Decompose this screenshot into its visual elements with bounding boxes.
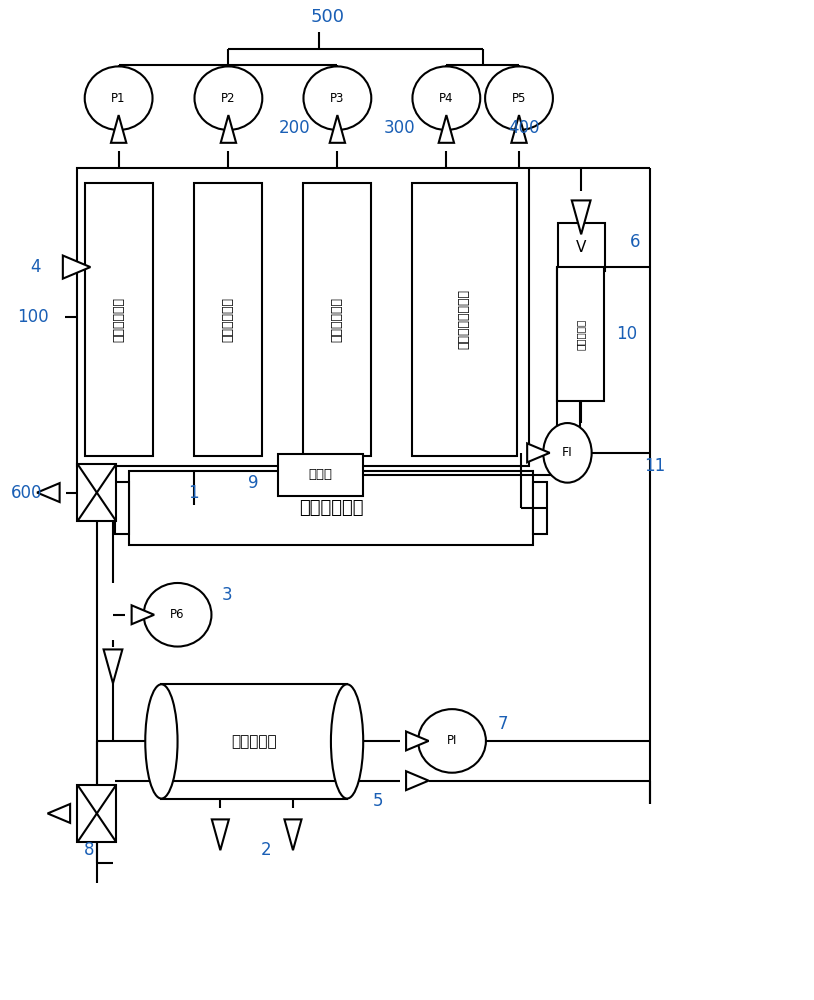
Text: 8: 8 — [84, 841, 94, 859]
Text: P4: P4 — [439, 92, 453, 105]
Polygon shape — [221, 115, 236, 143]
FancyBboxPatch shape — [412, 183, 517, 456]
Text: 2: 2 — [261, 841, 272, 859]
FancyBboxPatch shape — [303, 183, 371, 456]
Polygon shape — [571, 200, 591, 234]
Circle shape — [543, 423, 592, 483]
FancyBboxPatch shape — [161, 684, 347, 799]
Polygon shape — [284, 819, 301, 850]
Polygon shape — [111, 115, 126, 143]
Ellipse shape — [418, 709, 486, 773]
Text: 除水过滤单元: 除水过滤单元 — [112, 297, 125, 342]
Text: 6: 6 — [629, 233, 640, 251]
FancyBboxPatch shape — [558, 223, 605, 271]
Text: 温控价: 温控价 — [309, 468, 333, 481]
Text: 氮气发生模块: 氮气发生模块 — [299, 499, 363, 517]
Text: 氮气储气罐: 氮气储气罐 — [231, 734, 277, 749]
Ellipse shape — [145, 684, 177, 799]
Ellipse shape — [413, 66, 480, 130]
Polygon shape — [132, 605, 154, 624]
Polygon shape — [406, 771, 429, 790]
Text: P5: P5 — [512, 92, 526, 105]
Ellipse shape — [85, 66, 152, 130]
FancyBboxPatch shape — [77, 464, 116, 521]
Text: 100: 100 — [17, 308, 48, 326]
Text: 500: 500 — [311, 8, 345, 26]
Text: 精密除尘过滤单元: 精密除尘过滤单元 — [457, 289, 470, 349]
Ellipse shape — [304, 66, 371, 130]
Text: 400: 400 — [509, 119, 540, 137]
Ellipse shape — [195, 66, 262, 130]
Polygon shape — [511, 115, 527, 143]
Ellipse shape — [485, 66, 553, 130]
Ellipse shape — [331, 684, 363, 799]
FancyBboxPatch shape — [115, 482, 129, 534]
Polygon shape — [103, 649, 122, 683]
Text: 除油过滤单元: 除油过滤单元 — [221, 297, 234, 342]
FancyBboxPatch shape — [129, 471, 532, 545]
Text: 1: 1 — [188, 484, 199, 502]
Text: 7: 7 — [498, 715, 509, 733]
FancyBboxPatch shape — [194, 183, 262, 456]
Polygon shape — [527, 443, 549, 462]
Polygon shape — [63, 256, 90, 279]
Text: 300: 300 — [383, 119, 415, 137]
Text: P6: P6 — [170, 608, 185, 621]
Polygon shape — [37, 483, 59, 502]
Text: 温控制模组: 温控制模组 — [575, 319, 585, 350]
Text: 200: 200 — [278, 119, 310, 137]
Text: P2: P2 — [221, 92, 236, 105]
Polygon shape — [406, 731, 429, 750]
Ellipse shape — [143, 583, 212, 647]
FancyBboxPatch shape — [557, 267, 604, 401]
Text: 10: 10 — [616, 325, 637, 343]
Polygon shape — [439, 115, 454, 143]
Text: PI: PI — [447, 734, 457, 747]
Polygon shape — [212, 819, 229, 850]
Text: 除尘过滤单元: 除尘过滤单元 — [330, 297, 344, 342]
Text: FI: FI — [562, 446, 573, 459]
Polygon shape — [330, 115, 345, 143]
Text: 5: 5 — [373, 792, 383, 810]
FancyBboxPatch shape — [77, 168, 529, 466]
Text: 4: 4 — [30, 258, 41, 276]
Text: 11: 11 — [644, 457, 665, 475]
Text: 9: 9 — [247, 474, 258, 492]
Text: 3: 3 — [222, 586, 233, 604]
FancyBboxPatch shape — [77, 785, 116, 842]
FancyBboxPatch shape — [532, 482, 547, 534]
Polygon shape — [47, 804, 70, 823]
Text: P1: P1 — [112, 92, 126, 105]
Text: 600: 600 — [11, 484, 43, 502]
Text: V: V — [576, 240, 586, 255]
FancyBboxPatch shape — [85, 183, 153, 456]
FancyBboxPatch shape — [278, 454, 363, 496]
Text: P3: P3 — [330, 92, 344, 105]
